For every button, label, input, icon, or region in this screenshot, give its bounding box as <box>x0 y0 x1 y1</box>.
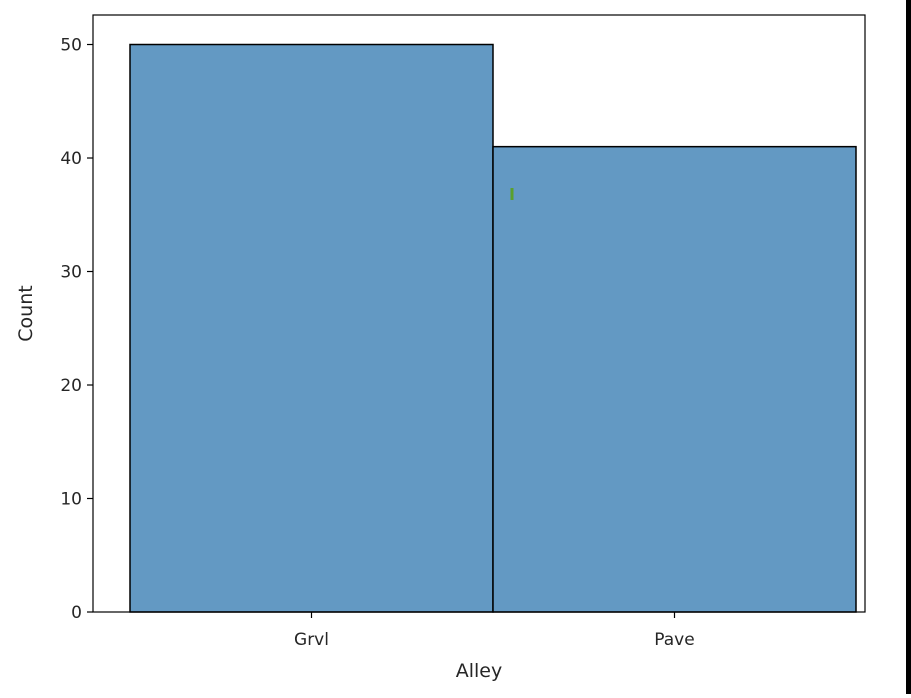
x-axis-ticks: Grvl Pave <box>294 612 695 650</box>
x-tick-label-grvl: Grvl <box>294 630 329 650</box>
bars-layer <box>129 43 857 613</box>
x-tick-label-pave: Pave <box>654 630 694 650</box>
x-axis-label: Alley <box>456 660 503 682</box>
y-axis-ticks: 0 10 20 30 40 50 <box>60 36 93 623</box>
y-tick-label: 50 <box>60 36 82 56</box>
bar-grvl <box>129 43 494 613</box>
y-tick-label: 10 <box>60 490 82 510</box>
plot-area-frame <box>92 14 866 613</box>
y-tick-label: 20 <box>60 376 82 396</box>
y-tick-label: 30 <box>60 263 82 283</box>
y-axis-label: Count <box>15 285 37 341</box>
window-right-edge <box>906 0 911 694</box>
bar-pave <box>492 145 857 613</box>
y-tick-label: 0 <box>71 603 82 623</box>
y-tick-label: 40 <box>60 149 82 169</box>
